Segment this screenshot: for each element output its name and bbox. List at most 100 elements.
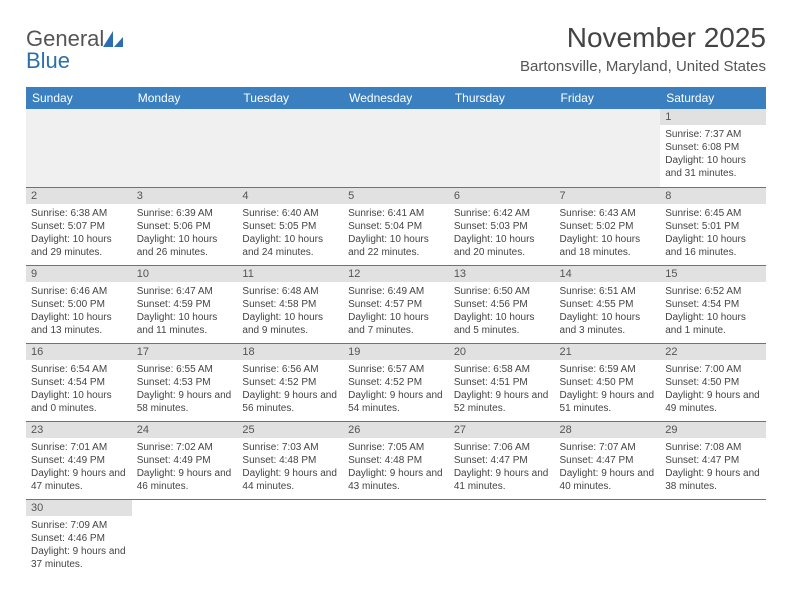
day-number: 12: [343, 266, 449, 282]
sunset-text: Sunset: 4:57 PM: [348, 298, 444, 311]
sunrise-text: Sunrise: 7:08 AM: [665, 441, 761, 454]
calendar-header-row: SundayMondayTuesdayWednesdayThursdayFrid…: [26, 87, 766, 109]
day-content: Sunrise: 7:07 AMSunset: 4:47 PMDaylight:…: [555, 438, 661, 497]
title-block: November 2025 Bartonsville, Maryland, Un…: [520, 22, 766, 75]
sunrise-text: Sunrise: 7:37 AM: [665, 128, 761, 141]
day-number: 26: [343, 422, 449, 438]
calendar-cell: 25Sunrise: 7:03 AMSunset: 4:48 PMDayligh…: [237, 421, 343, 499]
daylight-text: Daylight: 9 hours and 44 minutes.: [242, 467, 338, 493]
day-content: Sunrise: 7:01 AMSunset: 4:49 PMDaylight:…: [26, 438, 132, 497]
day-content: Sunrise: 7:06 AMSunset: 4:47 PMDaylight:…: [449, 438, 555, 497]
calendar-cell: 17Sunrise: 6:55 AMSunset: 4:53 PMDayligh…: [132, 343, 238, 421]
sunset-text: Sunset: 6:08 PM: [665, 141, 761, 154]
day-number: 30: [26, 500, 132, 516]
daylight-text: Daylight: 10 hours and 11 minutes.: [137, 311, 233, 337]
calendar-cell: 29Sunrise: 7:08 AMSunset: 4:47 PMDayligh…: [660, 421, 766, 499]
sunrise-text: Sunrise: 7:02 AM: [137, 441, 233, 454]
daylight-text: Daylight: 9 hours and 46 minutes.: [137, 467, 233, 493]
calendar-cell: [237, 499, 343, 577]
day-content: Sunrise: 7:08 AMSunset: 4:47 PMDaylight:…: [660, 438, 766, 497]
day-content: Sunrise: 6:42 AMSunset: 5:03 PMDaylight:…: [449, 204, 555, 263]
sunrise-text: Sunrise: 6:50 AM: [454, 285, 550, 298]
day-content: Sunrise: 6:50 AMSunset: 4:56 PMDaylight:…: [449, 282, 555, 341]
day-number: 13: [449, 266, 555, 282]
daylight-text: Daylight: 9 hours and 54 minutes.: [348, 389, 444, 415]
day-header: Sunday: [26, 87, 132, 109]
daylight-text: Daylight: 10 hours and 16 minutes.: [665, 233, 761, 259]
sunset-text: Sunset: 4:52 PM: [348, 376, 444, 389]
day-number: 16: [26, 344, 132, 360]
sunrise-text: Sunrise: 7:09 AM: [31, 519, 127, 532]
daylight-text: Daylight: 9 hours and 40 minutes.: [560, 467, 656, 493]
sunset-text: Sunset: 4:46 PM: [31, 532, 127, 545]
day-content: Sunrise: 6:55 AMSunset: 4:53 PMDaylight:…: [132, 360, 238, 419]
sunrise-text: Sunrise: 7:03 AM: [242, 441, 338, 454]
calendar-cell: 14Sunrise: 6:51 AMSunset: 4:55 PMDayligh…: [555, 265, 661, 343]
calendar-cell: 9Sunrise: 6:46 AMSunset: 5:00 PMDaylight…: [26, 265, 132, 343]
day-number: 9: [26, 266, 132, 282]
day-number: 25: [237, 422, 343, 438]
day-number: 22: [660, 344, 766, 360]
sunrise-text: Sunrise: 6:48 AM: [242, 285, 338, 298]
daylight-text: Daylight: 10 hours and 29 minutes.: [31, 233, 127, 259]
header: GeneralBlue November 2025 Bartonsville, …: [26, 22, 766, 75]
daylight-text: Daylight: 9 hours and 52 minutes.: [454, 389, 550, 415]
day-number: 23: [26, 422, 132, 438]
sunset-text: Sunset: 5:05 PM: [242, 220, 338, 233]
day-number: 3: [132, 188, 238, 204]
sunset-text: Sunset: 4:54 PM: [31, 376, 127, 389]
sunset-text: Sunset: 4:51 PM: [454, 376, 550, 389]
calendar-cell: 18Sunrise: 6:56 AMSunset: 4:52 PMDayligh…: [237, 343, 343, 421]
sunrise-text: Sunrise: 7:07 AM: [560, 441, 656, 454]
day-content: Sunrise: 6:41 AMSunset: 5:04 PMDaylight:…: [343, 204, 449, 263]
sunrise-text: Sunrise: 6:41 AM: [348, 207, 444, 220]
day-header: Wednesday: [343, 87, 449, 109]
calendar-cell: 2Sunrise: 6:38 AMSunset: 5:07 PMDaylight…: [26, 187, 132, 265]
daylight-text: Daylight: 9 hours and 56 minutes.: [242, 389, 338, 415]
calendar-cell: 6Sunrise: 6:42 AMSunset: 5:03 PMDaylight…: [449, 187, 555, 265]
sunset-text: Sunset: 5:04 PM: [348, 220, 444, 233]
sunrise-text: Sunrise: 6:47 AM: [137, 285, 233, 298]
calendar-week: 2Sunrise: 6:38 AMSunset: 5:07 PMDaylight…: [26, 187, 766, 265]
daylight-text: Daylight: 10 hours and 1 minute.: [665, 311, 761, 337]
day-number: 29: [660, 422, 766, 438]
day-number: 17: [132, 344, 238, 360]
calendar-cell: 27Sunrise: 7:06 AMSunset: 4:47 PMDayligh…: [449, 421, 555, 499]
sunset-text: Sunset: 5:07 PM: [31, 220, 127, 233]
sail-icon: [102, 30, 124, 48]
calendar-cell: [237, 109, 343, 187]
day-content: Sunrise: 6:59 AMSunset: 4:50 PMDaylight:…: [555, 360, 661, 419]
day-content: Sunrise: 6:52 AMSunset: 4:54 PMDaylight:…: [660, 282, 766, 341]
daylight-text: Daylight: 10 hours and 5 minutes.: [454, 311, 550, 337]
daylight-text: Daylight: 10 hours and 24 minutes.: [242, 233, 338, 259]
day-content: Sunrise: 6:45 AMSunset: 5:01 PMDaylight:…: [660, 204, 766, 263]
calendar-cell: [26, 109, 132, 187]
sunrise-text: Sunrise: 6:58 AM: [454, 363, 550, 376]
calendar-week: 16 Sunrise: 6:54 AMSunset: 4:54 PM Dayligh…: [26, 343, 766, 421]
day-number: 1: [660, 109, 766, 125]
sunset-text: Sunset: 4:48 PM: [348, 454, 444, 467]
calendar-cell: 7Sunrise: 6:43 AMSunset: 5:02 PMDaylight…: [555, 187, 661, 265]
calendar-cell: 16Sunrise: 6:54 AMSunset: 4:54 PMDayligh…: [26, 343, 132, 421]
sunrise-text: Sunrise: 6:46 AM: [31, 285, 127, 298]
sunrise-text: Sunrise: 6:38 AM: [31, 207, 127, 220]
sunrise-text: Sunrise: 6:56 AM: [242, 363, 338, 376]
calendar-page: GeneralBlue November 2025 Bartonsville, …: [0, 0, 792, 599]
calendar-week: 30Sunrise: 7:09 AMSunset: 4:46 PMDayligh…: [26, 499, 766, 577]
day-number: 15: [660, 266, 766, 282]
sunrise-text: Sunrise: 7:00 AM: [665, 363, 761, 376]
calendar-cell: 19Sunrise: 6:57 AMSunset: 4:52 PMDayligh…: [343, 343, 449, 421]
calendar-cell: [660, 499, 766, 577]
daylight-text: Daylight: 10 hours and 22 minutes.: [348, 233, 444, 259]
day-header: Tuesday: [237, 87, 343, 109]
day-content: Sunrise: 6:58 AMSunset: 4:51 PMDaylight:…: [449, 360, 555, 419]
day-number: 4: [237, 188, 343, 204]
sunrise-text: Sunrise: 6:54 AM: [31, 363, 127, 376]
day-number: 28: [555, 422, 661, 438]
day-content: Sunrise: 7:00 AMSunset: 4:50 PMDaylight:…: [660, 360, 766, 419]
daylight-text: Daylight: 10 hours and 7 minutes.: [348, 311, 444, 337]
calendar-cell: 5Sunrise: 6:41 AMSunset: 5:04 PMDaylight…: [343, 187, 449, 265]
sunset-text: Sunset: 4:53 PM: [137, 376, 233, 389]
logo-text: GeneralBlue: [26, 28, 124, 72]
sunrise-text: Sunrise: 6:40 AM: [242, 207, 338, 220]
